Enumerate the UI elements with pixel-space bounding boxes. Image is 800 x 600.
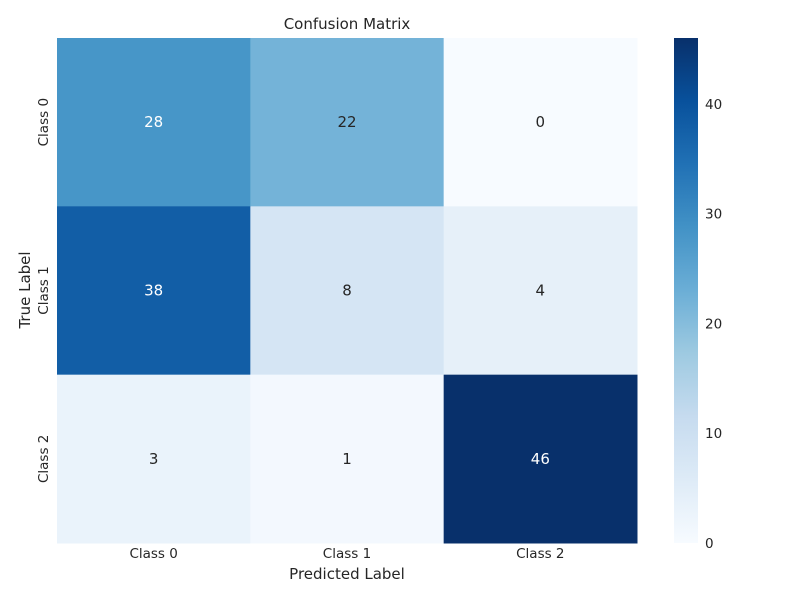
cell-value-label: 38 — [144, 282, 163, 300]
x-tick-label: Class 2 — [516, 546, 564, 562]
heatmap-cell — [250, 38, 445, 207]
y-tick-label: Class 2 — [36, 435, 52, 483]
colorbar-ticks: 0 10 20 30 40 — [705, 97, 722, 552]
cell-value-label: 0 — [536, 113, 546, 131]
heatmap-cell — [443, 206, 638, 376]
cell-value-label: 4 — [536, 282, 546, 300]
heatmap-cell — [443, 38, 638, 207]
colorbar-tick-label: 10 — [705, 426, 722, 442]
y-tick-label: Class 1 — [36, 266, 52, 314]
heatmap-cell — [443, 374, 638, 544]
heatmap-cell — [57, 206, 251, 376]
x-tick-labels: Class 0 Class 1 Class 2 — [129, 546, 564, 562]
cell-value-label: 8 — [342, 282, 352, 300]
colorbar-tick-label: 30 — [705, 207, 722, 223]
heatmap-cell — [57, 38, 251, 207]
cell-value-label: 28 — [144, 113, 163, 131]
x-tick-label: Class 0 — [129, 546, 177, 562]
cell-value-label: 46 — [531, 450, 550, 468]
chart-title: Confusion Matrix — [284, 15, 411, 33]
x-tick-label: Class 1 — [323, 546, 371, 562]
x-axis-label: Predicted Label — [289, 565, 405, 583]
y-tick-labels: Class 0 Class 1 Class 2 — [36, 98, 52, 483]
cell-value-label: 1 — [342, 450, 352, 468]
colorbar-tick-label: 0 — [705, 536, 714, 552]
heatmap-grid: 28 22 0 38 8 4 3 1 46 — [57, 38, 638, 544]
heatmap-cell — [250, 374, 445, 544]
colorbar-tick-label: 40 — [705, 97, 722, 113]
colorbar — [674, 38, 698, 543]
colorbar-tick-label: 20 — [705, 316, 722, 332]
y-axis-label: True Label — [16, 251, 34, 329]
cell-value-label: 3 — [149, 450, 159, 468]
heatmap-cell — [57, 374, 251, 544]
y-tick-label: Class 0 — [36, 98, 52, 146]
cell-value-label: 22 — [337, 113, 356, 131]
heatmap-cell — [250, 206, 445, 376]
